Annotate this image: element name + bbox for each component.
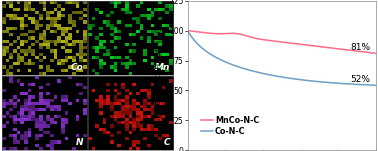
MnCo-N-C [340, 48, 344, 50]
MnCo-N-C [275, 40, 279, 42]
Co-N-C [287, 77, 292, 79]
Text: Co: Co [71, 63, 84, 72]
Text: C: C [163, 138, 170, 147]
Legend: MnCo-N-C, Co-N-C: MnCo-N-C, Co-N-C [197, 113, 262, 139]
Line: Co-N-C: Co-N-C [187, 31, 376, 85]
MnCo-N-C [287, 42, 292, 44]
MnCo-N-C [185, 30, 190, 32]
Co-N-C [275, 75, 279, 77]
Y-axis label: Current retention (%): Current retention (%) [154, 27, 163, 124]
MnCo-N-C [276, 41, 280, 42]
Text: 81%: 81% [350, 43, 370, 52]
MnCo-N-C [374, 52, 378, 54]
Co-N-C [185, 30, 190, 32]
Co-N-C [374, 84, 378, 86]
Line: MnCo-N-C: MnCo-N-C [187, 31, 376, 53]
Text: N: N [76, 138, 84, 147]
MnCo-N-C [297, 43, 302, 45]
Text: Mn: Mn [155, 63, 170, 72]
Text: 52%: 52% [350, 74, 370, 84]
Co-N-C [340, 83, 344, 84]
Co-N-C [297, 79, 302, 80]
MnCo-N-C [369, 52, 374, 54]
Co-N-C [276, 76, 280, 77]
Co-N-C [369, 84, 374, 86]
